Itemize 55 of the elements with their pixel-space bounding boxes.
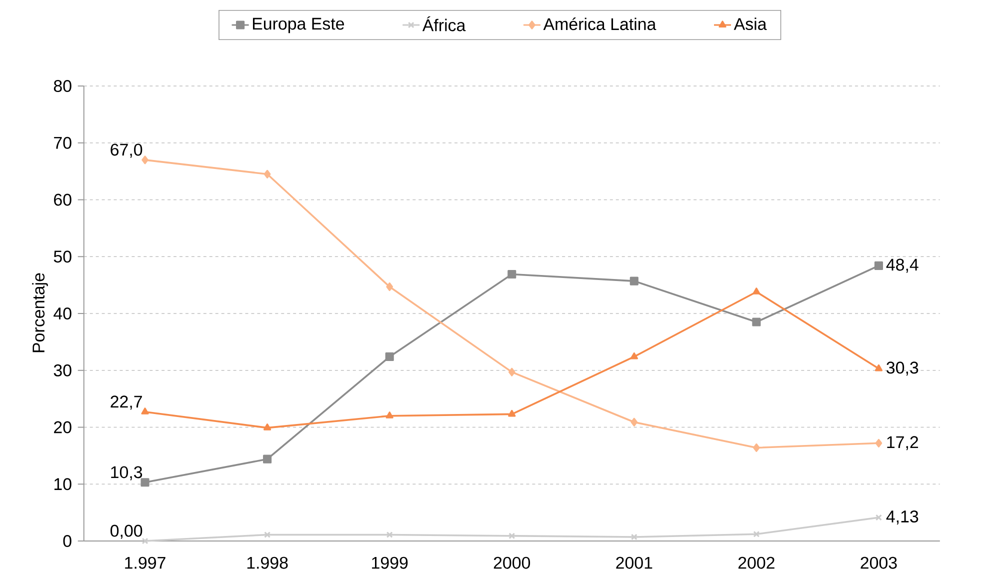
data-label: 0,00 xyxy=(110,524,142,539)
point xyxy=(508,532,516,540)
y-tick-label: 20 xyxy=(54,421,72,434)
point xyxy=(630,534,638,540)
point xyxy=(140,478,150,487)
x-tick-label: 2000 xyxy=(494,556,530,569)
data-label: 30,3 xyxy=(886,362,918,376)
point xyxy=(385,352,394,361)
point xyxy=(263,454,272,464)
legend-label: Asia xyxy=(734,18,767,30)
data-label: 4,13 xyxy=(886,510,918,524)
point xyxy=(508,270,516,279)
point xyxy=(630,352,638,360)
y-tick-label: 70 xyxy=(54,136,72,149)
legend-label: América Latina xyxy=(543,18,656,30)
point xyxy=(874,364,883,372)
point xyxy=(142,156,148,164)
point xyxy=(264,170,271,178)
data-label: 17,2 xyxy=(887,436,918,450)
y-tick-label: 10 xyxy=(54,478,72,490)
x-tick-label: 2003 xyxy=(860,556,897,569)
data-label: 67,0 xyxy=(110,144,142,158)
point xyxy=(263,424,272,430)
point xyxy=(264,531,271,538)
point xyxy=(753,530,760,538)
y-tick-label: 0 xyxy=(63,534,72,547)
y-tick-label: 60 xyxy=(54,194,72,206)
x-tick-label: 2002 xyxy=(738,556,774,569)
point xyxy=(752,288,760,294)
point xyxy=(753,443,760,452)
data-label: 10,3 xyxy=(111,466,142,480)
point xyxy=(386,412,394,418)
y-tick-label: 30 xyxy=(54,364,72,376)
point xyxy=(508,368,516,376)
data-label: 48,4 xyxy=(886,258,918,273)
x-tick-label: 1.998 xyxy=(247,556,288,569)
y-tick-label: 80 xyxy=(54,80,72,92)
y-axis-title: Porcentaje xyxy=(32,273,48,352)
legend-label: África xyxy=(422,16,466,32)
y-tick-label: 40 xyxy=(54,307,72,320)
point xyxy=(386,282,393,292)
legend-label: Europa Este xyxy=(252,18,344,34)
point xyxy=(630,418,638,426)
y-tick-label: 50 xyxy=(54,250,72,263)
point xyxy=(874,261,884,270)
point xyxy=(875,438,882,448)
point xyxy=(630,276,638,286)
x-tick-label: 2001 xyxy=(616,556,652,569)
point xyxy=(386,531,393,538)
x-tick-label: 1999 xyxy=(372,556,408,569)
point xyxy=(141,408,149,414)
data-label: 22,7 xyxy=(110,396,142,410)
point xyxy=(752,318,761,326)
x-tick-label: 1.997 xyxy=(125,556,166,569)
point xyxy=(508,410,516,417)
